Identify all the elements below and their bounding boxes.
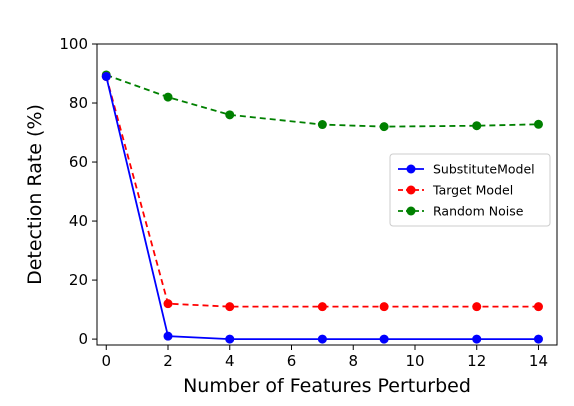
legend-marker (406, 206, 416, 216)
x-axis-label: Number of Features Perturbed (183, 375, 471, 397)
data-point-substitutemodel (225, 334, 235, 344)
x-axis-ticks: 0 2 4 6 8 10 12 14 (101, 345, 548, 370)
data-point-random-noise (317, 120, 327, 130)
legend-item-random-noise: Random Noise (398, 204, 524, 219)
data-point-random-noise (379, 122, 389, 132)
data-point-target-model (472, 302, 482, 312)
series-line-random-noise (105, 74, 539, 128)
legend-item-target-model: Target Model (398, 183, 513, 198)
data-point-substitutemodel (163, 331, 173, 341)
y-tick-label: 100 (59, 35, 88, 53)
x-tick-label: 10 (405, 352, 424, 370)
data-point-substitutemodel (379, 334, 389, 344)
x-tick-label: 12 (467, 352, 486, 370)
legend-label: Random Noise (433, 204, 524, 219)
data-point-random-noise (163, 92, 173, 102)
legend-box (389, 153, 551, 227)
data-point-substitutemodel (533, 334, 543, 344)
x-tick-label: 4 (225, 352, 235, 370)
plot-frame (96, 43, 558, 346)
data-point-target-model (379, 302, 389, 312)
legend-marker (406, 164, 416, 174)
x-tick-label: 0 (101, 352, 111, 370)
legend-label: Target Model (432, 183, 513, 198)
series-substitutemodel (101, 71, 543, 344)
data-point-target-model (163, 299, 173, 309)
x-tick-label: 6 (287, 352, 297, 370)
y-tick-label: 0 (78, 330, 88, 348)
series-random-noise (101, 70, 543, 132)
data-point-substitutemodel (101, 71, 111, 81)
data-point-random-noise (472, 121, 482, 131)
legend-marker (406, 185, 416, 195)
y-axis-ticks: 0 20 40 60 80 100 (59, 35, 97, 348)
data-point-target-model (317, 302, 327, 312)
legend-item-substitutemodel: SubstituteModel (398, 162, 535, 177)
data-point-substitutemodel (317, 334, 327, 344)
x-tick-label: 2 (163, 352, 173, 370)
data-point-target-model (533, 302, 543, 312)
data-point-target-model (225, 302, 235, 312)
x-tick-label: 8 (348, 352, 358, 370)
x-tick-label: 14 (529, 352, 548, 370)
legend: SubstituteModel Target Model Random Noise (389, 153, 551, 227)
legend-label: SubstituteModel (433, 162, 535, 177)
plot-marks (101, 70, 543, 344)
y-tick-label: 80 (69, 94, 88, 112)
data-point-substitutemodel (472, 334, 482, 344)
y-tick-label: 60 (69, 153, 88, 171)
y-tick-label: 40 (69, 212, 88, 230)
y-axis-label: Detection Rate (%) (24, 104, 46, 285)
y-tick-label: 20 (69, 271, 88, 289)
data-point-random-noise (533, 119, 543, 129)
data-point-random-noise (225, 110, 235, 120)
